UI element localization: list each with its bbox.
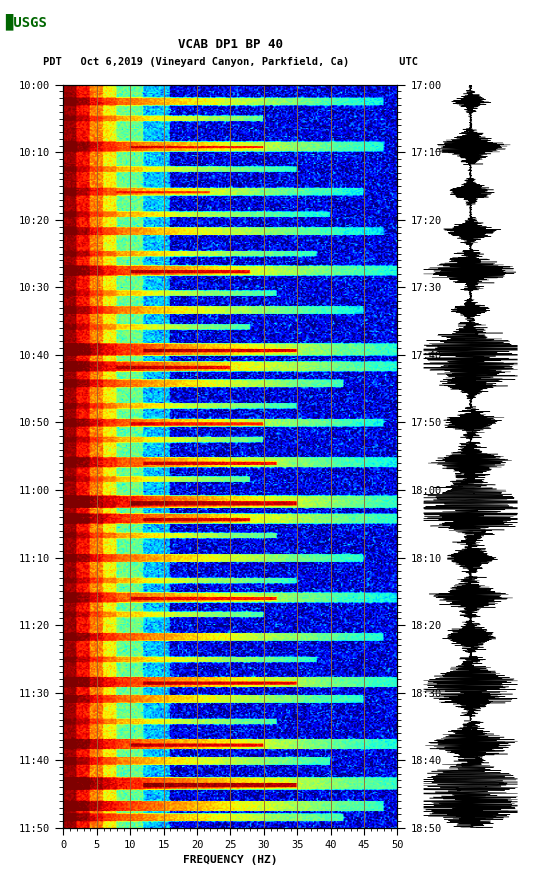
Text: ▉USGS: ▉USGS: [6, 13, 47, 30]
X-axis label: FREQUENCY (HZ): FREQUENCY (HZ): [183, 855, 278, 865]
Text: PDT   Oct 6,2019 (Vineyard Canyon, Parkfield, Ca)        UTC: PDT Oct 6,2019 (Vineyard Canyon, Parkfie…: [43, 57, 418, 68]
Text: VCAB DP1 BP 40: VCAB DP1 BP 40: [178, 38, 283, 51]
